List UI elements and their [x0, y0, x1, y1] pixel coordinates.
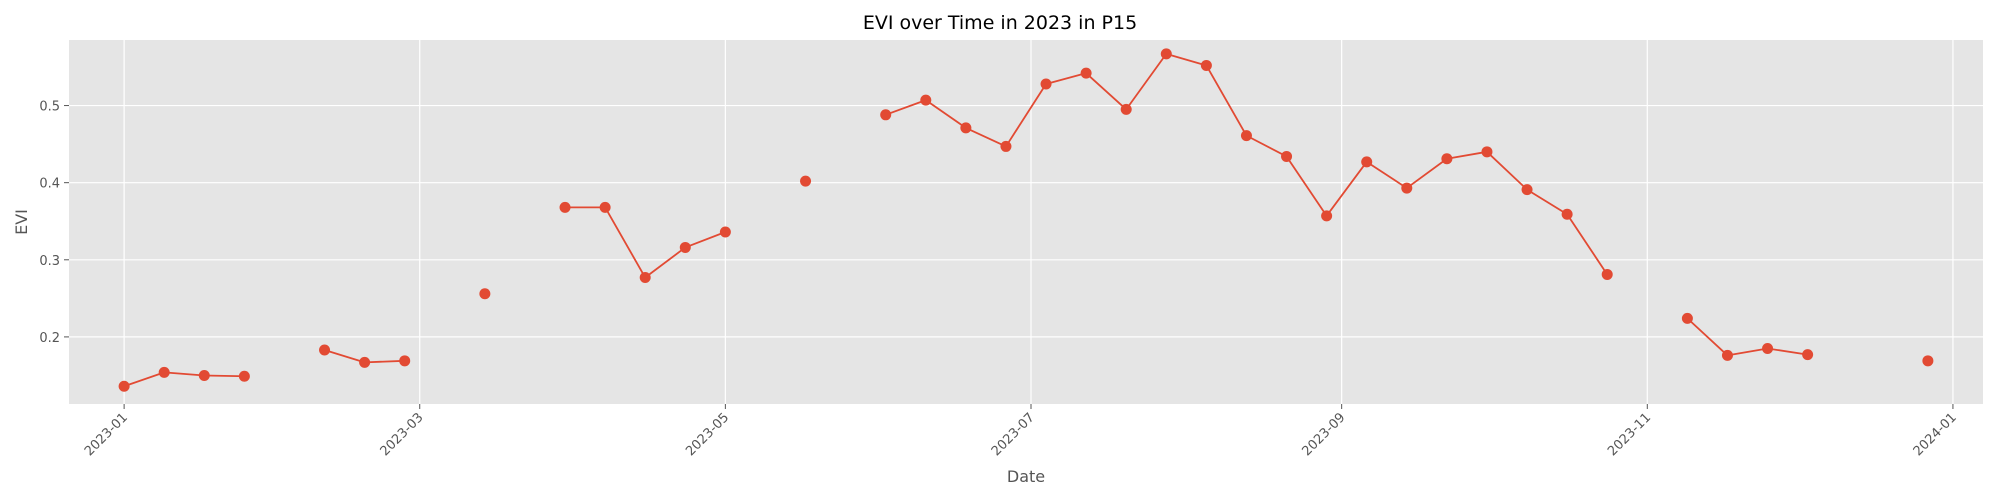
x-tick-label: 2023-05	[683, 410, 732, 459]
data-point	[1040, 78, 1052, 90]
series-line-segment	[644, 246, 687, 279]
series-line-segment	[1005, 83, 1047, 148]
series-line-segment	[1526, 188, 1569, 216]
data-point	[158, 366, 170, 378]
series-line-segment	[1405, 157, 1448, 189]
x-tick-label: 2023-11	[1605, 410, 1654, 459]
data-point	[198, 369, 210, 381]
x-tick-label: 2023-03	[378, 410, 427, 459]
data-point	[1080, 67, 1092, 79]
data-point	[1762, 342, 1774, 354]
data-point	[118, 380, 130, 392]
data-point	[880, 109, 892, 121]
data-point	[1281, 150, 1293, 162]
series-line-segment	[1486, 150, 1528, 191]
data-point	[1200, 59, 1212, 71]
series-line-segment	[1365, 160, 1408, 189]
data-point	[1321, 210, 1333, 222]
data-point	[559, 201, 571, 213]
series-line-segment	[163, 371, 206, 377]
x-tick-label: 2023-07	[989, 410, 1038, 459]
series-line-segment	[123, 371, 166, 388]
data-point	[1160, 48, 1172, 60]
data-point	[238, 370, 250, 382]
series-line-segment	[1045, 72, 1088, 85]
series-line-segment	[1165, 52, 1208, 67]
data-point	[1922, 355, 1934, 367]
data-point	[1240, 130, 1252, 142]
series-line-segment	[1686, 317, 1729, 357]
data-point	[679, 241, 691, 253]
data-point	[1120, 103, 1132, 115]
data-point	[1000, 140, 1012, 152]
x-tick-label: 2024-01	[1911, 410, 1960, 459]
plot-area	[69, 40, 1983, 404]
series-line-segment	[1325, 160, 1368, 217]
data-point	[1521, 184, 1533, 196]
data-point	[960, 122, 972, 134]
data-point	[1601, 268, 1613, 280]
data-point	[920, 94, 932, 106]
x-tick-label: 2023-01	[82, 410, 131, 459]
y-tick-label: 0.5	[39, 100, 60, 115]
series-line-segment	[1245, 134, 1288, 158]
series-line-segment	[1726, 347, 1769, 357]
series-evi	[118, 48, 1934, 392]
x-axis-label: Date	[1007, 467, 1045, 486]
data-point	[719, 226, 731, 238]
series-line-segment	[1566, 213, 1609, 276]
series-line-segment	[1285, 155, 1328, 217]
series-line-segment	[1205, 64, 1248, 137]
series-line-segment	[884, 99, 927, 116]
data-point	[1561, 208, 1573, 220]
series-line-segment	[1766, 347, 1809, 356]
x-tick-label: 2023-09	[1299, 410, 1348, 459]
data-point	[399, 355, 411, 367]
series-line-segment	[1085, 72, 1128, 111]
data-point	[800, 175, 812, 187]
grid	[69, 40, 1983, 404]
series-line-segment	[604, 206, 647, 279]
data-point	[1401, 182, 1413, 194]
data-point	[599, 201, 611, 213]
series-line-segment	[1445, 150, 1488, 160]
series-line-segment	[964, 127, 1007, 148]
series-line-segment	[203, 374, 246, 378]
data-point	[479, 288, 491, 300]
series-line-segment	[684, 231, 727, 249]
y-tick-label: 0.3	[39, 254, 60, 269]
chart-title: EVI over Time in 2023 in P15	[863, 12, 1137, 34]
series-line-segment	[924, 99, 967, 129]
data-point	[1681, 312, 1693, 324]
y-axis-label: EVI	[12, 209, 31, 235]
y-tick-label: 0.2	[39, 331, 60, 346]
series-line-segment	[1125, 52, 1168, 111]
data-point	[319, 344, 331, 356]
series-line-segment	[363, 359, 406, 364]
data-point	[639, 272, 651, 284]
y-tick-label: 0.4	[39, 177, 60, 192]
data-point	[359, 356, 371, 368]
data-point	[1481, 146, 1493, 158]
data-point	[1361, 156, 1373, 168]
data-point	[1802, 349, 1814, 361]
series-line-segment	[323, 349, 366, 364]
data-point	[1441, 153, 1453, 165]
data-point	[1721, 349, 1733, 361]
